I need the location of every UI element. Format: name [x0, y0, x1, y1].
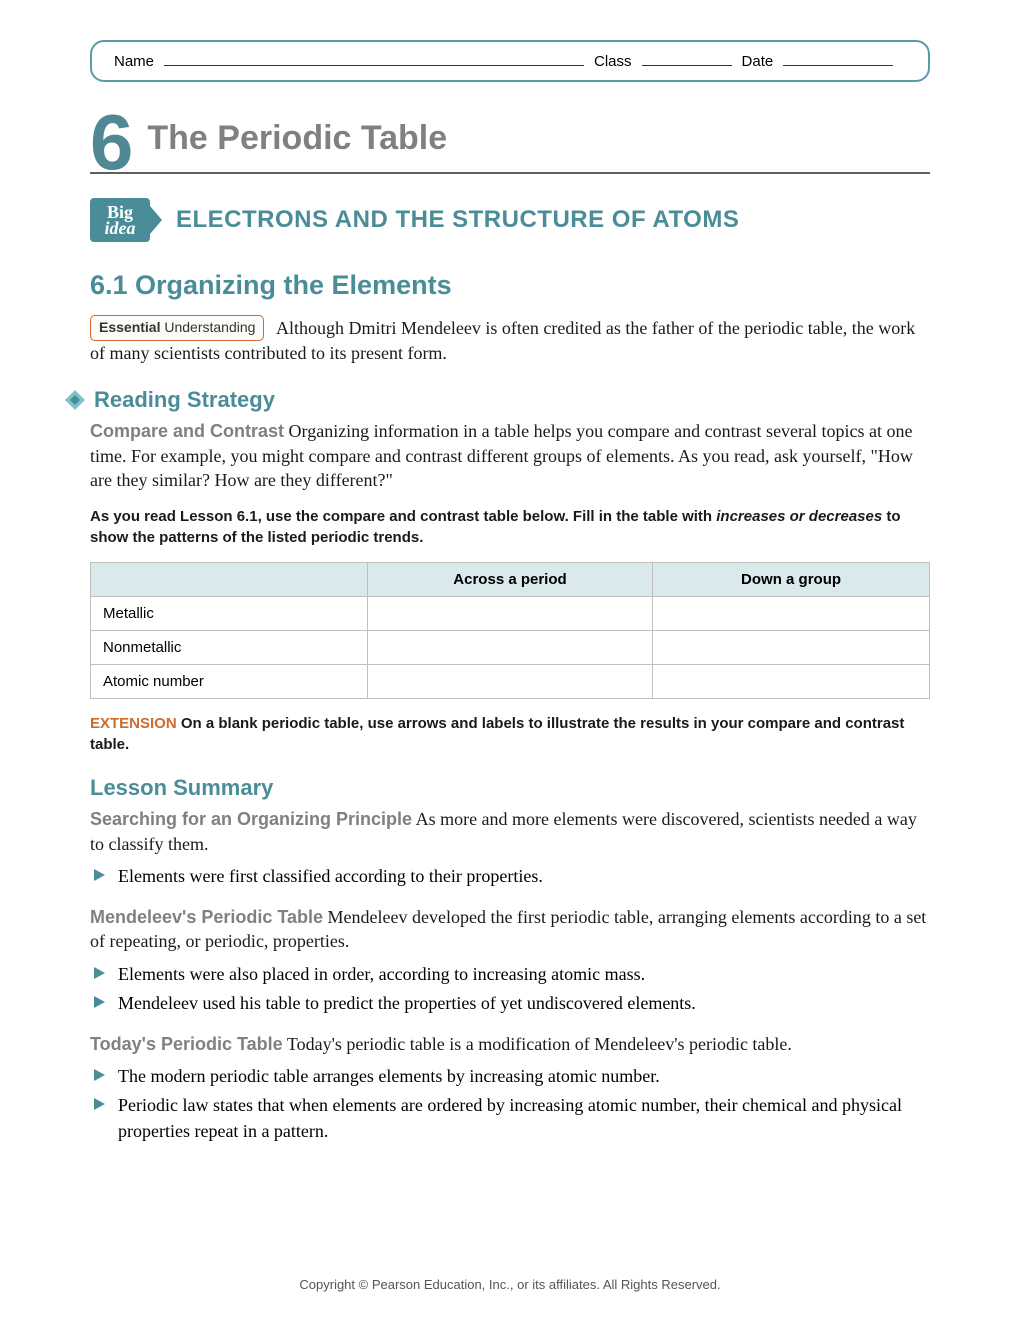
reading-strategy-row: Reading Strategy	[64, 387, 930, 413]
table-row: Metallic	[91, 597, 930, 631]
date-blank[interactable]	[783, 52, 893, 66]
cell[interactable]	[653, 597, 930, 631]
big-idea-line2: idea	[105, 220, 136, 236]
table-header-row: Across a period Down a group	[91, 563, 930, 597]
row-label: Nonmetallic	[91, 631, 368, 665]
bullet-list: Elements were also placed in order, acco…	[90, 960, 930, 1018]
name-label: Name	[114, 53, 154, 70]
summary-section-2: Mendeleev's Periodic Table Mendeleev dev…	[90, 905, 930, 1018]
bullet-list: Elements were first classified according…	[90, 862, 930, 891]
class-label: Class	[594, 53, 632, 70]
section-heading: 6.1 Organizing the Elements	[90, 270, 930, 301]
date-label: Date	[742, 53, 774, 70]
chapter-number: 6	[90, 114, 129, 170]
cell[interactable]	[653, 631, 930, 665]
big-idea-badge: Big idea	[90, 198, 162, 242]
col-header-group: Down a group	[653, 563, 930, 597]
summary-lead: Searching for an Organizing Principle	[90, 809, 412, 829]
chapter-title: The Periodic Table	[147, 119, 447, 158]
summary-lead: Today's Periodic Table	[90, 1034, 283, 1054]
essential-pill: Essential Understanding	[90, 315, 264, 341]
table-instruction: As you read Lesson 6.1, use the compare …	[90, 506, 930, 548]
trend-table: Across a period Down a group Metallic No…	[90, 562, 930, 699]
class-blank[interactable]	[642, 52, 732, 66]
col-header-period: Across a period	[367, 563, 652, 597]
row-label: Atomic number	[91, 665, 368, 699]
cell[interactable]	[653, 665, 930, 699]
summary-lead: Mendeleev's Periodic Table	[90, 907, 323, 927]
big-idea-heading: ELECTRONS AND THE STRUCTURE OF ATOMS	[176, 206, 739, 234]
bullet-list: The modern periodic table arranges eleme…	[90, 1062, 930, 1146]
list-item: Elements were first classified according…	[118, 862, 930, 891]
cell[interactable]	[367, 597, 652, 631]
summary-section-3: Today's Periodic Table Today's periodic …	[90, 1032, 930, 1146]
col-header-blank	[91, 563, 368, 597]
essential-paragraph: Essential Understanding Although Dmitri …	[90, 315, 930, 365]
extension-instruction: EXTENSION On a blank periodic table, use…	[90, 713, 930, 755]
reading-strategy-heading: Reading Strategy	[94, 387, 275, 413]
name-blank[interactable]	[164, 52, 584, 66]
lesson-summary-heading: Lesson Summary	[90, 775, 930, 801]
list-item: Periodic law states that when elements a…	[118, 1091, 930, 1145]
row-label: Metallic	[91, 597, 368, 631]
table-row: Nonmetallic	[91, 631, 930, 665]
strategy-icon	[64, 389, 86, 411]
reading-strategy-body: Compare and Contrast Organizing informat…	[90, 419, 930, 492]
chapter-header: 6 The Periodic Table	[90, 110, 930, 174]
student-info-header: Name Class Date	[90, 40, 930, 82]
copyright-footer: Copyright © Pearson Education, Inc., or …	[0, 1277, 1020, 1292]
summary-section-1: Searching for an Organizing Principle As…	[90, 807, 930, 891]
cell[interactable]	[367, 631, 652, 665]
cell[interactable]	[367, 665, 652, 699]
list-item: Elements were also placed in order, acco…	[118, 960, 930, 989]
table-row: Atomic number	[91, 665, 930, 699]
list-item: Mendeleev used his table to predict the …	[118, 989, 930, 1018]
list-item: The modern periodic table arranges eleme…	[118, 1062, 930, 1091]
extension-label: EXTENSION	[90, 715, 177, 732]
compare-contrast-lead: Compare and Contrast	[90, 421, 284, 441]
big-idea-row: Big idea ELECTRONS AND THE STRUCTURE OF …	[90, 198, 930, 242]
